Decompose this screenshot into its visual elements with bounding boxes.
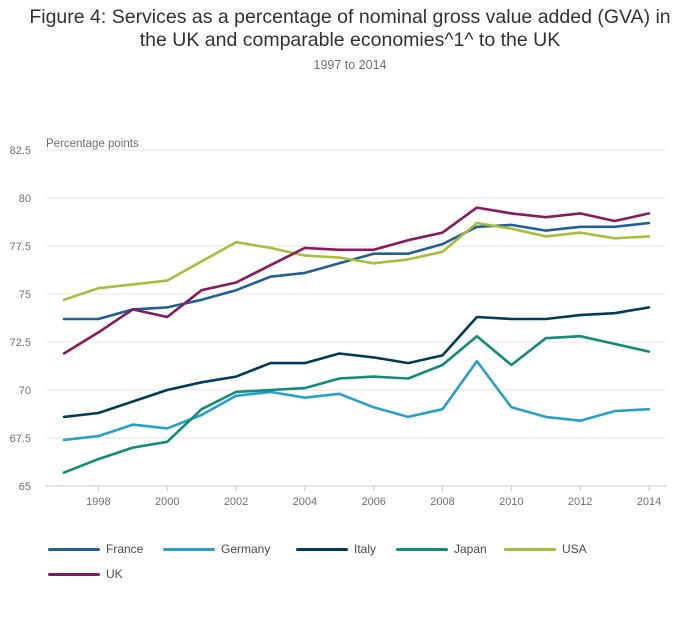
legend-label: UK [106,567,123,581]
legend-label: Japan [454,542,487,556]
x-tick-label: 2008 [430,496,454,508]
chart-title-line-1: Figure 4: Services as a percentage of no… [29,6,671,28]
y-tick-label: 65 [19,481,31,493]
series-line-uk [62,206,651,355]
x-tick-label: 2012 [568,496,592,508]
legend-item-uk: UK [48,565,123,583]
x-tick-label: 2004 [293,496,317,508]
y-tick-label: 75 [19,289,31,301]
legend-swatch [48,572,100,576]
x-tick-label: 2006 [361,496,385,508]
legend-swatch [504,547,556,551]
legend-swatch [396,547,448,551]
series-line-france [62,221,651,321]
x-tick-label: 1998 [86,496,110,508]
x-tick-label: 2000 [155,496,179,508]
y-axis-label: Percentage points [46,138,139,150]
line-chart: 65 67.5 70 72.5 75 77.5 80 82.5 Percentage point… [10,138,666,508]
legend-item-japan: Japan [396,540,487,558]
y-tick-label: 77.5 [10,241,31,253]
legend-item-germany: Germany [163,540,270,558]
chart-subtitle: 1997 to 2014 [313,58,387,72]
legend-label: Germany [221,542,271,556]
series-line-italy [62,306,651,419]
chart-title: Figure 4: Services as a percentage of no… [0,6,700,52]
series-line-usa [62,221,651,302]
legend-label: France [106,542,144,556]
y-tick-label: 70 [19,385,31,397]
x-tick-label: 2010 [499,496,523,508]
legend-label: USA [562,542,587,556]
series-line-germany [62,359,651,442]
series-line-japan [62,334,651,474]
y-tick-label: 67.5 [10,433,31,445]
legend-swatch [296,547,348,551]
chart-title-line-2: the UK and comparable economies^1^ to th… [139,29,561,51]
x-tick-label: 2014 [637,496,661,508]
legend-swatch [48,547,100,551]
legend-item-france: France [48,540,143,558]
legend-item-usa: USA [504,540,587,558]
y-tick-label: 82.5 [10,145,31,157]
legend-swatch [163,547,215,551]
chart-title-text: Figure 4: Services as a percentage of no… [0,6,700,52]
y-tick-label: 80 [19,193,31,205]
legend-item-italy: Italy [296,540,376,558]
x-tick-label: 2002 [224,496,248,508]
y-tick-label: 72.5 [10,337,31,349]
legend-label: Italy [354,542,377,556]
